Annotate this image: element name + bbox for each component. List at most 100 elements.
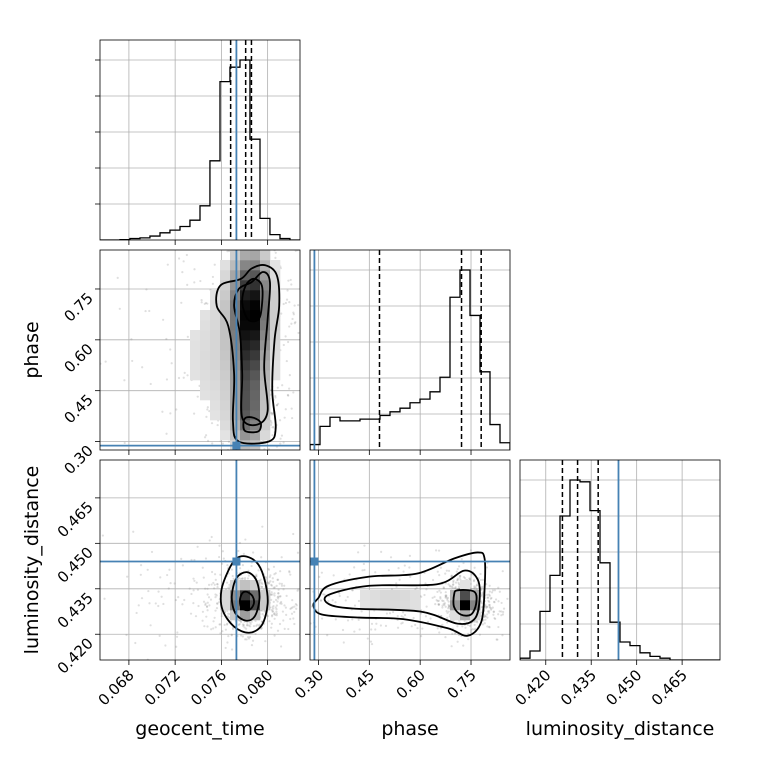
x-tick-label-luminosity-distance: 0.465 <box>648 666 691 709</box>
histogram-step-geocent-time <box>100 59 300 240</box>
sample-point <box>220 615 223 618</box>
sample-point <box>345 321 347 323</box>
sample-point <box>214 593 217 596</box>
sample-point <box>456 579 459 582</box>
sample-point <box>213 263 216 266</box>
density-cell <box>190 370 201 381</box>
sample-point <box>262 470 264 472</box>
contour-line <box>238 590 255 612</box>
sample-point <box>344 599 347 602</box>
sample-point <box>322 593 325 596</box>
sample-point <box>402 616 405 619</box>
sample-point <box>241 564 244 567</box>
sample-point <box>457 581 460 584</box>
sample-point <box>292 617 295 620</box>
sample-point <box>131 359 134 363</box>
sample-point <box>552 579 554 581</box>
sample-point <box>450 574 453 578</box>
sample-point <box>150 462 152 464</box>
sample-point <box>506 597 509 600</box>
sample-point <box>203 302 206 305</box>
sample-point <box>207 596 211 599</box>
sample-point <box>248 244 250 246</box>
sample-point <box>215 594 218 597</box>
sample-point <box>177 257 181 260</box>
sample-point <box>260 458 262 460</box>
sample-point <box>254 237 256 239</box>
sample-point <box>271 426 274 429</box>
sample-point <box>290 407 293 410</box>
density-cell <box>260 290 271 301</box>
sample-point <box>441 606 444 609</box>
sample-point <box>223 610 227 613</box>
sample-point <box>228 588 231 591</box>
sample-point <box>163 457 165 459</box>
sample-point <box>380 550 383 553</box>
sample-point <box>274 256 277 259</box>
sample-point <box>319 599 322 602</box>
sample-point <box>247 470 249 472</box>
density-cell <box>240 380 251 391</box>
sample-point <box>208 410 211 413</box>
sample-point <box>441 599 444 602</box>
sample-point <box>285 359 288 363</box>
sample-point <box>447 569 451 572</box>
sample-point <box>385 612 389 615</box>
density-cell <box>230 580 241 591</box>
density-cell <box>250 310 261 321</box>
sample-point <box>233 453 235 455</box>
sample-point <box>214 578 217 581</box>
sample-point <box>205 223 207 225</box>
sample-point <box>280 645 283 648</box>
sample-point <box>165 337 168 341</box>
sample-point <box>348 573 351 576</box>
sample-point <box>175 645 178 648</box>
sample-point <box>357 618 360 621</box>
sample-point <box>472 580 476 583</box>
sample-point <box>470 629 473 632</box>
sample-point <box>263 207 265 209</box>
sample-point <box>388 612 392 615</box>
sample-point <box>389 556 393 559</box>
sample-point <box>466 623 470 627</box>
sample-point <box>424 615 427 618</box>
sample-point <box>125 692 127 694</box>
sample-point <box>447 600 450 603</box>
density-cell <box>370 590 381 601</box>
sample-point <box>270 598 273 601</box>
axes-frame <box>519 459 721 661</box>
sample-point <box>305 574 307 576</box>
sample-point <box>270 584 273 587</box>
sample-point <box>180 557 183 560</box>
sample-point <box>195 581 198 584</box>
histogram-step-luminosity-distance <box>520 479 720 660</box>
sample-point <box>4 309 6 311</box>
sample-point <box>196 588 200 591</box>
density-cell <box>230 330 241 341</box>
density-cell <box>390 600 401 611</box>
truth-marker <box>232 557 241 566</box>
sample-point <box>357 599 361 603</box>
sample-point <box>273 462 275 464</box>
sample-point <box>442 586 445 589</box>
sample-point <box>270 583 273 586</box>
sample-point <box>275 584 278 588</box>
density-cell <box>200 380 211 391</box>
sample-point <box>295 607 298 610</box>
sample-point <box>468 624 472 627</box>
sample-point <box>235 247 237 249</box>
sample-point <box>149 624 152 627</box>
sample-point <box>456 577 460 580</box>
sample-point <box>268 620 271 623</box>
density-cell <box>240 370 251 381</box>
y-tick-label-phase: 0.30 <box>60 442 96 478</box>
sample-point <box>124 196 126 198</box>
sample-point <box>206 406 209 409</box>
sample-point <box>484 603 487 606</box>
sample-point <box>397 567 400 570</box>
sample-point <box>246 624 249 627</box>
sample-point <box>452 579 455 582</box>
sample-point <box>486 616 489 619</box>
sample-point <box>260 500 262 502</box>
sample-point <box>493 589 496 592</box>
